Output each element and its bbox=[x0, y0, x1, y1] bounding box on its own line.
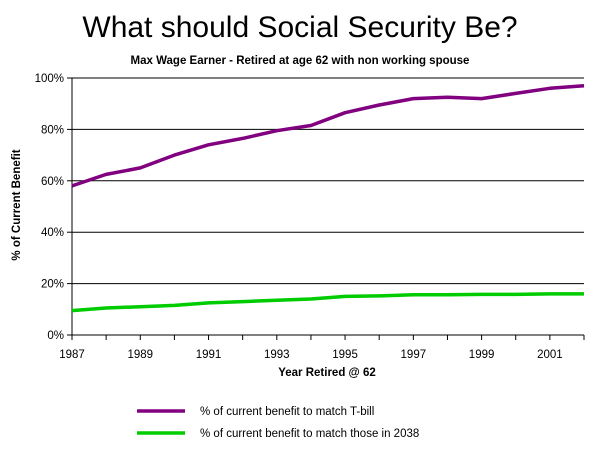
y-axis-label: % of Current Benefit bbox=[11, 149, 23, 260]
y-tick-label: 80% bbox=[41, 124, 64, 136]
series-line-0 bbox=[71, 83, 585, 188]
series-line-1 bbox=[71, 292, 584, 313]
x-tick-label: 1993 bbox=[264, 349, 290, 361]
chart-subtitle: Max Wage Earner - Retired at age 62 with… bbox=[131, 55, 470, 67]
legend: % of current benefit to match T-bill % of… bbox=[137, 406, 419, 440]
x-tick-labels: 1987 1989 1991 1993 1995 1997 1999 2001 bbox=[59, 335, 585, 361]
legend-label-1: % of current benefit to match those in 2… bbox=[200, 428, 419, 440]
gridlines bbox=[72, 77, 584, 285]
x-tick-label: 1987 bbox=[59, 349, 85, 361]
y-tick-label: 40% bbox=[41, 227, 64, 239]
y-tick-label: 0% bbox=[47, 330, 64, 342]
x-axis-label: Year Retired @ 62 bbox=[278, 367, 376, 379]
y-tick-label: 20% bbox=[41, 279, 64, 291]
x-tick-label: 1995 bbox=[332, 349, 358, 361]
x-tick-label: 1989 bbox=[127, 349, 153, 361]
y-tick-label: 100% bbox=[35, 73, 64, 85]
axes bbox=[71, 78, 584, 336]
y-tick-label: 60% bbox=[41, 176, 64, 188]
legend-label-0: % of current benefit to match T-bill bbox=[200, 406, 374, 418]
chart-title: What should Social Security Be? bbox=[82, 11, 517, 44]
x-tick-label: 1991 bbox=[196, 349, 222, 361]
x-tick-label: 2001 bbox=[537, 349, 563, 361]
x-tick-label: 1997 bbox=[401, 349, 427, 361]
x-tick-label: 1999 bbox=[469, 349, 495, 361]
y-tick-labels: 0% 20% 40% 60% 80% 100% bbox=[35, 73, 72, 342]
series-lines bbox=[71, 83, 585, 313]
